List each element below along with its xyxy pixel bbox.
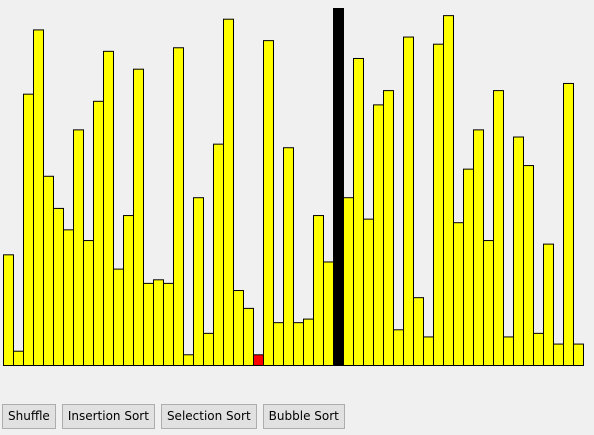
bar <box>83 240 94 366</box>
bar <box>73 129 84 366</box>
bar <box>153 279 164 367</box>
bar <box>573 343 584 366</box>
button-row: Shuffle Insertion Sort Selection Sort Bu… <box>2 404 345 429</box>
bar <box>443 15 454 366</box>
bar <box>3 254 14 366</box>
bar <box>343 197 354 366</box>
bar <box>503 336 514 367</box>
bar <box>223 18 234 367</box>
bar <box>63 229 74 366</box>
bar <box>123 215 134 366</box>
bar <box>393 329 404 366</box>
bar <box>193 197 204 366</box>
bar <box>353 57 364 366</box>
bar <box>113 268 124 366</box>
bar <box>233 290 244 366</box>
bar <box>23 93 34 367</box>
bar <box>373 104 384 366</box>
bar <box>403 36 414 367</box>
insertion-sort-button[interactable]: Insertion Sort <box>61 404 155 429</box>
bar <box>253 354 264 367</box>
bar <box>143 282 154 367</box>
bar <box>363 218 374 366</box>
bubble-sort-button[interactable]: Bubble Sort <box>262 404 345 429</box>
bar-chart-canvas <box>3 8 584 367</box>
bar <box>263 40 274 366</box>
bar <box>243 307 254 367</box>
bar <box>43 175 54 366</box>
bar <box>523 165 534 366</box>
bar <box>103 50 114 367</box>
bar <box>513 136 524 366</box>
bar <box>533 332 544 366</box>
bar <box>493 90 504 367</box>
bar <box>383 90 394 367</box>
bar <box>93 100 104 366</box>
bar <box>183 354 194 367</box>
bar <box>553 343 564 366</box>
bar <box>433 43 444 366</box>
bar <box>423 336 434 367</box>
bar <box>203 332 214 366</box>
bar <box>313 215 324 366</box>
bar <box>133 68 144 366</box>
bar <box>273 322 284 367</box>
bar <box>173 47 184 367</box>
bar <box>53 207 64 366</box>
bar <box>283 147 294 366</box>
bar <box>323 261 334 366</box>
shuffle-button[interactable]: Shuffle <box>2 404 56 429</box>
bar <box>33 29 44 366</box>
bar <box>543 243 554 366</box>
bar <box>463 168 474 366</box>
bar <box>413 297 424 367</box>
bar <box>483 240 494 366</box>
selection-sort-button[interactable]: Selection Sort <box>160 404 257 429</box>
bar <box>473 129 484 366</box>
bar <box>453 222 464 366</box>
bar <box>213 143 224 366</box>
bar <box>163 282 174 367</box>
bar <box>293 322 304 367</box>
bar <box>563 82 574 366</box>
bar <box>303 318 314 366</box>
bar <box>13 350 24 367</box>
bar <box>333 8 344 366</box>
